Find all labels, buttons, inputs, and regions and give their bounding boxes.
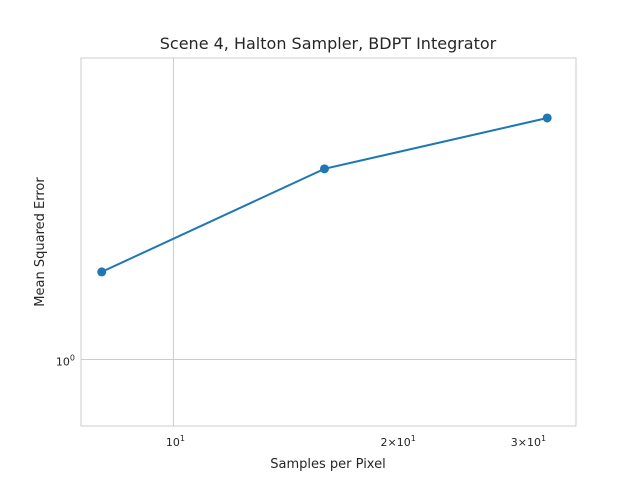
x-tick-label: 2×101 — [381, 434, 416, 449]
data-point — [97, 267, 107, 277]
grid-lines — [81, 58, 576, 426]
y-axis-label: Mean Squared Error — [33, 177, 48, 307]
data-point — [319, 164, 329, 174]
y-tick-label: 100 — [56, 354, 75, 369]
x-tick-labels: 101 2×101 3×101 — [166, 434, 546, 449]
x-tick-label: 3×101 — [511, 434, 546, 449]
y-tick-labels: 100 — [56, 354, 75, 369]
x-tick-label: 101 — [166, 434, 185, 449]
chart-title: Scene 4, Halton Sampler, BDPT Integrator — [160, 34, 497, 53]
series-line — [101, 117, 548, 273]
series-layer — [97, 113, 552, 277]
x-axis-label: Samples per Pixel — [270, 457, 385, 472]
data-point — [542, 113, 552, 123]
plot-frame — [80, 57, 577, 427]
